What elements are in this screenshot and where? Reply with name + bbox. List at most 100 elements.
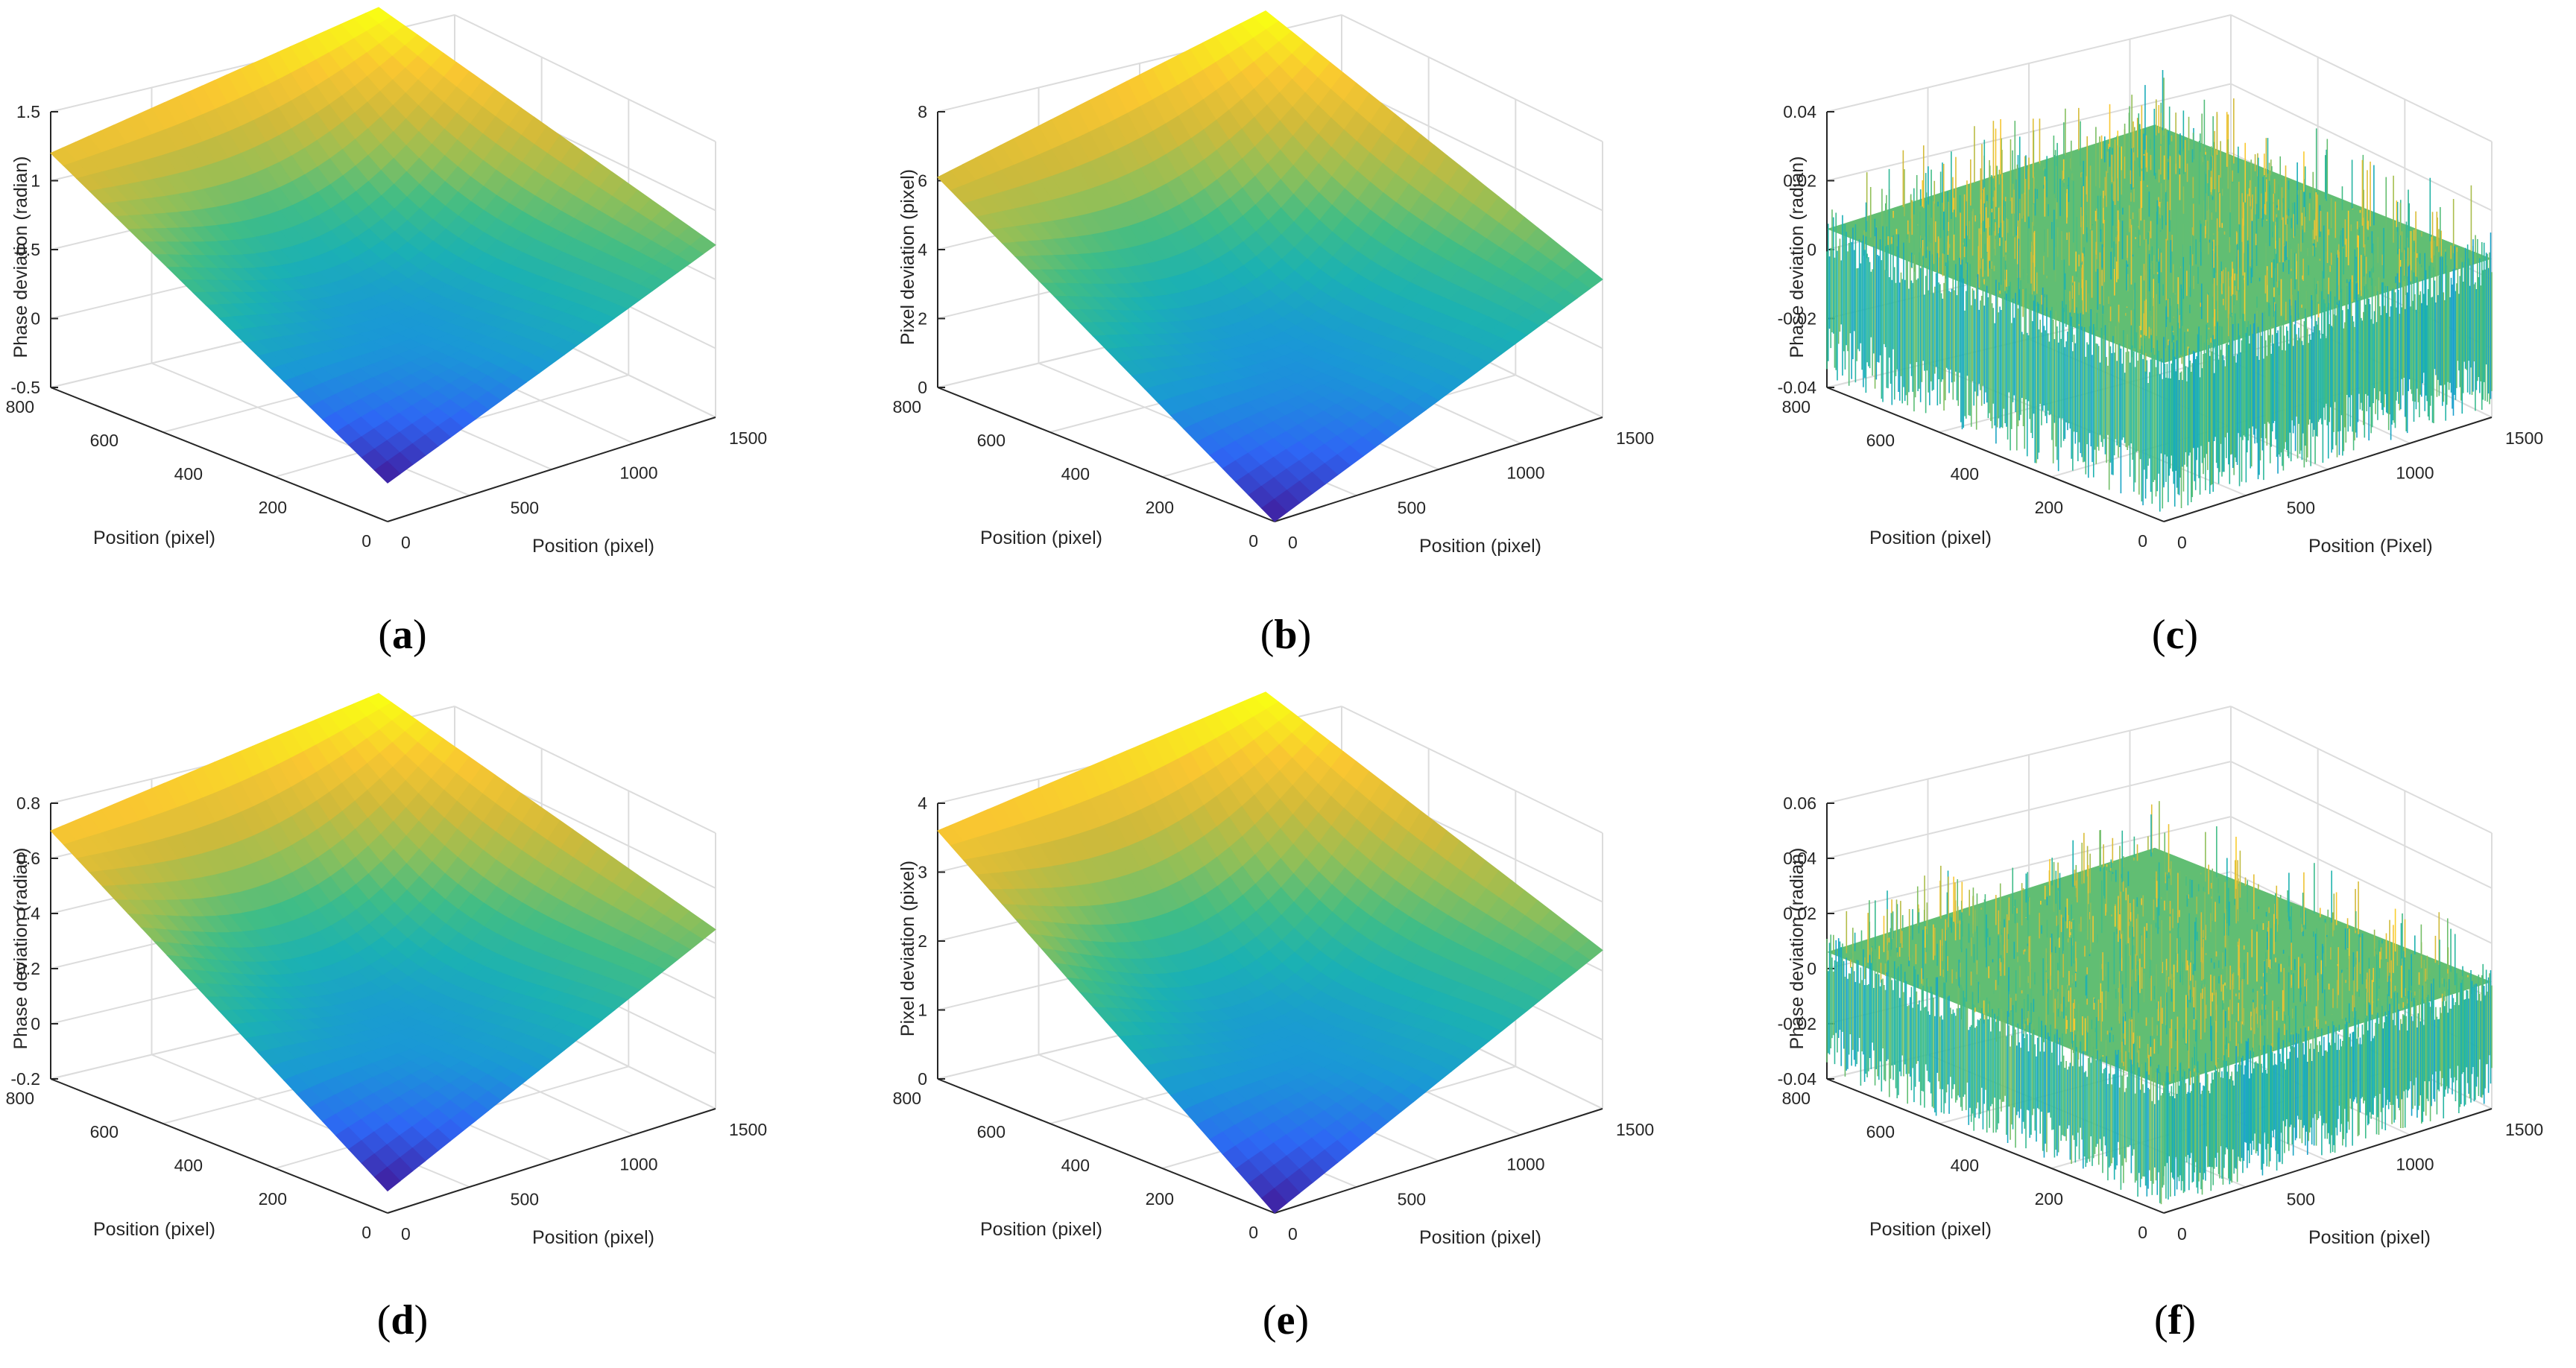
x-tick-label: 0 xyxy=(401,533,411,552)
y-tick-label: 400 xyxy=(1061,464,1090,484)
z-tick-label: 0 xyxy=(31,1014,40,1033)
panel-caption-c: (c) xyxy=(2152,612,2198,658)
x-tick-label: 500 xyxy=(2287,1189,2315,1209)
y-tick-label: 200 xyxy=(1146,1189,1174,1209)
z-tick-label: 3 xyxy=(918,863,927,882)
z-tick-label: 1 xyxy=(31,171,40,191)
y-tick-label: 600 xyxy=(1866,431,1895,450)
x-axis-line xyxy=(1274,417,1603,522)
y-tick-label: 0 xyxy=(1248,1223,1258,1242)
x-tick-label: 1000 xyxy=(619,463,657,483)
y-tick-label: 800 xyxy=(1782,1089,1811,1108)
x-tick-label: 1000 xyxy=(1506,1155,1544,1174)
x-axis-label: Position (pixel) xyxy=(1419,1227,1541,1248)
z-tick-label: 0 xyxy=(1807,240,1816,259)
x-tick-label: 500 xyxy=(511,1189,539,1209)
y-tick-label: 200 xyxy=(259,1189,287,1209)
x-tick-label: 1500 xyxy=(1616,1120,1654,1139)
x-tick-label: 0 xyxy=(2177,1224,2187,1244)
grid-line-z xyxy=(1341,14,1603,142)
z-tick-label: 0.5 xyxy=(16,240,40,259)
x-tick-label: 1500 xyxy=(729,428,767,448)
y-axis-line xyxy=(937,387,1275,522)
x-tick-label: 1000 xyxy=(619,1155,657,1174)
z-tick-label: 0 xyxy=(918,1069,927,1089)
panel-caption-e: (e) xyxy=(1263,1297,1309,1343)
z-tick-label: 2 xyxy=(918,309,927,329)
x-tick-label: 0 xyxy=(401,1224,411,1244)
z-tick-label: 4 xyxy=(918,240,927,259)
y-tick-label: 0 xyxy=(362,1223,371,1242)
x-tick-label: 1500 xyxy=(2505,428,2543,448)
panel-caption-b: (b) xyxy=(1260,612,1311,658)
z-axis-label: Phase deviation (radian) xyxy=(1787,848,1808,1050)
z-tick-label: 0.04 xyxy=(1783,102,1816,121)
panel-caption-a: (a) xyxy=(378,612,426,658)
chart-panel-a: -0.5 0 0.5 1 1.5 0 200 400 600 800 0 500 1000 1500 Pha… xyxy=(6,7,767,557)
grid-line-z xyxy=(2230,706,2493,834)
y-tick-label: 200 xyxy=(2035,1189,2063,1209)
z-axis-label: Phase deviation (radian) xyxy=(10,848,31,1050)
y-tick-label: 200 xyxy=(1146,498,1174,517)
z-axis-label: Pixel deviation (pixel) xyxy=(897,169,918,345)
z-tick-label: 1.5 xyxy=(16,102,40,121)
y-tick-label: 200 xyxy=(2035,498,2063,517)
z-axis-label: Phase deviation (radian) xyxy=(1787,156,1808,358)
x-tick-label: 1500 xyxy=(2505,1120,2543,1139)
x-tick-label: 500 xyxy=(1398,498,1426,517)
surface-patch xyxy=(373,460,401,484)
y-tick-label: 600 xyxy=(1866,1122,1895,1141)
chart-panel-c: -0.04-0.0200.020.04020040060080005001000… xyxy=(1778,14,2543,557)
floor-grid-line xyxy=(151,362,470,496)
x-tick-label: 500 xyxy=(511,498,539,517)
y-tick-label: 800 xyxy=(893,397,921,417)
y-axis-label: Position (pixel) xyxy=(93,528,215,548)
x-tick-label: 500 xyxy=(2287,498,2315,517)
grid-line-z xyxy=(2230,14,2493,142)
grid-line-z xyxy=(1341,83,1603,212)
y-tick-label: 400 xyxy=(1061,1156,1090,1175)
y-tick-label: 0 xyxy=(362,531,371,551)
y-tick-label: 400 xyxy=(1951,464,1979,484)
z-axis-label: Phase deviation (radian) xyxy=(10,156,31,358)
x-tick-label: 1500 xyxy=(729,1120,767,1139)
z-tick-label: 6 xyxy=(918,171,927,191)
z-tick-label: 0 xyxy=(1807,959,1816,978)
y-tick-label: 600 xyxy=(90,1122,119,1141)
x-tick-label: 500 xyxy=(1398,1189,1426,1209)
panel-caption-d: (d) xyxy=(377,1297,428,1343)
y-axis-label: Position (pixel) xyxy=(980,528,1102,548)
x-tick-label: 0 xyxy=(1288,1224,1298,1244)
z-tick-label: 2 xyxy=(918,931,927,951)
x-axis-label: Position (pixel) xyxy=(532,1227,654,1248)
z-tick-label: -0.04 xyxy=(1778,378,1817,397)
chart-panel-d: -0.200.20.40.60.802004006008000500100015… xyxy=(6,693,767,1248)
y-tick-label: 200 xyxy=(259,498,287,517)
y-tick-label: 400 xyxy=(174,1156,203,1175)
y-tick-label: 0 xyxy=(1248,531,1258,551)
x-axis-line xyxy=(387,417,716,522)
z-tick-label: 0.06 xyxy=(1783,794,1816,813)
y-tick-label: 600 xyxy=(977,1122,1006,1141)
chart-panel-f: -0.04-0.0200.020.040.0602004006008000500… xyxy=(1778,706,2543,1248)
y-tick-label: 800 xyxy=(6,397,34,417)
y-tick-label: 600 xyxy=(90,431,119,450)
x-tick-label: 1000 xyxy=(2396,463,2434,483)
y-tick-label: 0 xyxy=(2138,531,2147,551)
x-axis-label: Position (pixel) xyxy=(2308,1227,2431,1248)
y-tick-label: 800 xyxy=(6,1089,34,1108)
x-tick-label: 1500 xyxy=(1616,428,1654,448)
y-axis-label: Position (pixel) xyxy=(93,1219,215,1240)
y-axis-line xyxy=(50,387,388,522)
z-tick-label: 0 xyxy=(918,378,927,397)
z-tick-label: -0.5 xyxy=(10,378,40,397)
y-tick-label: 600 xyxy=(977,431,1006,450)
x-axis-label: Position (pixel) xyxy=(1419,536,1541,557)
grid-line-z xyxy=(2230,761,2493,889)
y-tick-label: 400 xyxy=(1951,1156,1979,1175)
y-tick-label: 800 xyxy=(1782,397,1811,417)
z-tick-label: 1 xyxy=(918,1001,927,1020)
